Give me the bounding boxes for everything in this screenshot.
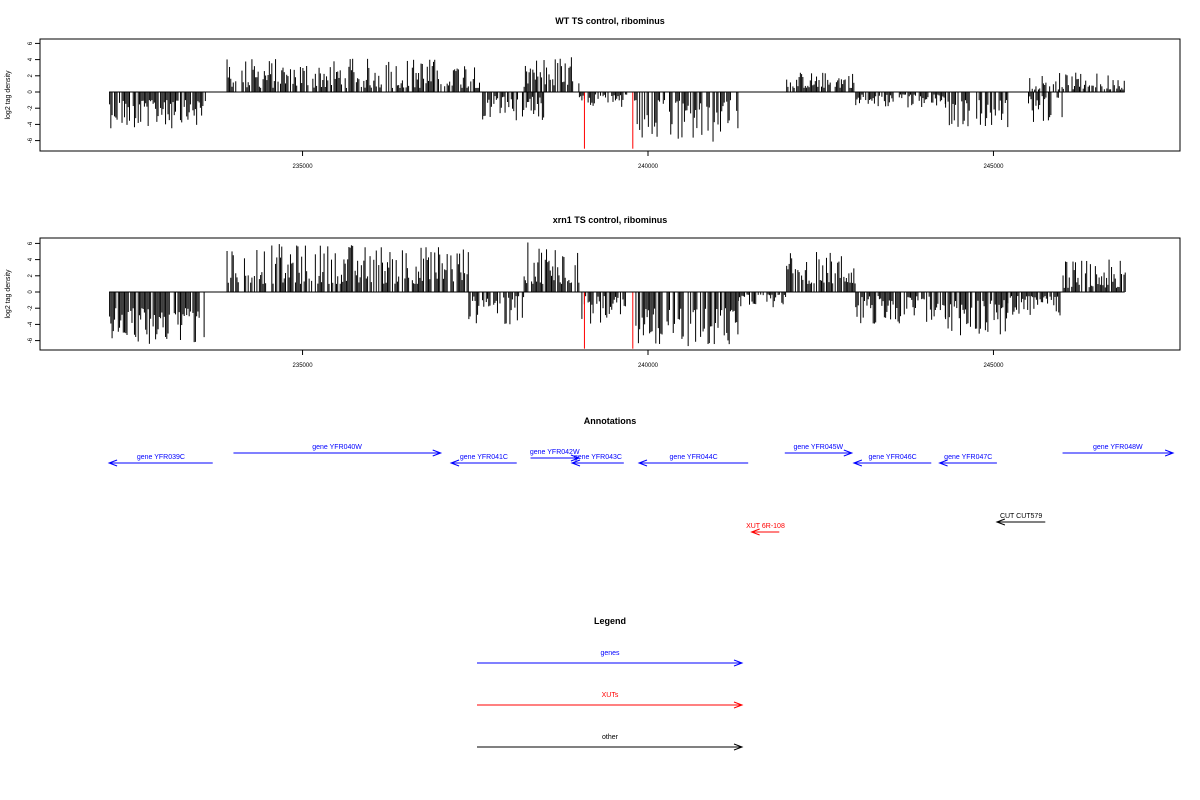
- y-axis-label: log2 tag density: [5, 70, 12, 120]
- y-tick-label: 6: [28, 241, 34, 245]
- feature-label: gene YFR039C: [137, 454, 185, 461]
- feature-label: gene YFR048W: [1093, 444, 1143, 451]
- feature-arrowhead: [637, 459, 648, 467]
- legend-items: genes XUTs other: [477, 650, 744, 751]
- legend-title: Legend: [594, 616, 626, 626]
- feature-arrowhead: [570, 454, 581, 462]
- feature-arrowhead: [750, 528, 760, 536]
- legend-arrowhead: [733, 701, 744, 709]
- feature-arrowhead: [995, 518, 1006, 526]
- y-tick-label: -2: [28, 305, 34, 311]
- y-tick-label: -2: [28, 105, 34, 111]
- highlight-bars: [583, 292, 634, 349]
- xrn1-density-panel: xrn1 TS control, ribominus log2 tag dens…: [5, 215, 1181, 369]
- highlight-bars: [583, 92, 634, 149]
- annotations-title: Annotations: [584, 416, 637, 426]
- feature-label: gene YFR040W: [312, 444, 362, 451]
- y-tick-label: 0: [28, 90, 34, 94]
- density-bars: [109, 242, 1126, 347]
- y-tick-label: 2: [28, 73, 34, 77]
- feature-arrowhead: [432, 449, 443, 457]
- panel-title: xrn1 TS control, ribominus: [553, 215, 668, 225]
- y-tick-label: 2: [28, 273, 34, 277]
- y-axis: -6 -4 -2 0 2 4 6: [28, 41, 41, 143]
- feature-label: gene YFR046C: [869, 454, 917, 461]
- feature-label: gene YFR042W: [530, 449, 580, 456]
- x-tick-label: 245000: [983, 164, 1004, 170]
- feature-arrowhead: [570, 459, 581, 467]
- feature-arrows: gene YFR039C gene YFR040W gene YFR041C gene…: [107, 444, 1175, 536]
- y-tick-label: 4: [28, 57, 34, 61]
- feature-label: gene YFR045W: [793, 444, 843, 451]
- x-axis: 235000 240000 245000: [293, 349, 1004, 369]
- feature-label: gene YFR047C: [944, 454, 992, 461]
- x-axis: 235000 240000 245000: [293, 150, 1004, 170]
- feature-label: gene YFR041C: [460, 454, 508, 461]
- x-tick-label: 245000: [983, 363, 1004, 369]
- feature-label: gene YFR044C: [670, 454, 718, 461]
- density-bars: [109, 57, 1125, 142]
- legend-label: XUTs: [602, 692, 619, 699]
- plot-frame: [39, 38, 1181, 152]
- feature-arrowhead: [107, 459, 118, 467]
- y-tick-label: -4: [28, 321, 34, 327]
- y-tick-label: 0: [28, 290, 34, 294]
- legend-arrowhead: [733, 743, 744, 751]
- y-tick-label: -6: [28, 137, 34, 143]
- feature-arrowhead: [843, 449, 854, 457]
- legend-label: genes: [600, 650, 620, 657]
- wt-density-panel: WT TS control, ribominus log2 tag densit…: [5, 16, 1181, 170]
- x-tick-label: 235000: [293, 164, 314, 170]
- feature-label: XUT 6R-108: [746, 523, 785, 530]
- x-tick-label: 240000: [638, 164, 659, 170]
- x-tick-label: 235000: [293, 363, 314, 369]
- legend-arrowhead: [733, 659, 744, 667]
- feature-arrowhead: [852, 459, 863, 467]
- y-axis: -6 -4 -2 0 2 4 6: [28, 241, 41, 343]
- y-tick-label: -4: [28, 121, 34, 127]
- y-tick-label: -6: [28, 337, 34, 343]
- feature-label: gene YFR043C: [574, 454, 622, 461]
- feature-label: CUT CUT579: [1000, 513, 1042, 520]
- y-axis-label: log2 tag density: [5, 269, 12, 319]
- legend-label: other: [602, 734, 619, 741]
- x-tick-label: 240000: [638, 363, 659, 369]
- legend: Legend genes XUTs other: [477, 616, 744, 751]
- feature-arrowhead: [449, 459, 460, 467]
- y-tick-label: 4: [28, 257, 34, 261]
- feature-arrowhead: [1164, 449, 1175, 457]
- feature-arrowhead: [938, 459, 948, 467]
- y-tick-label: 6: [28, 41, 34, 45]
- panel-title: WT TS control, ribominus: [555, 16, 665, 26]
